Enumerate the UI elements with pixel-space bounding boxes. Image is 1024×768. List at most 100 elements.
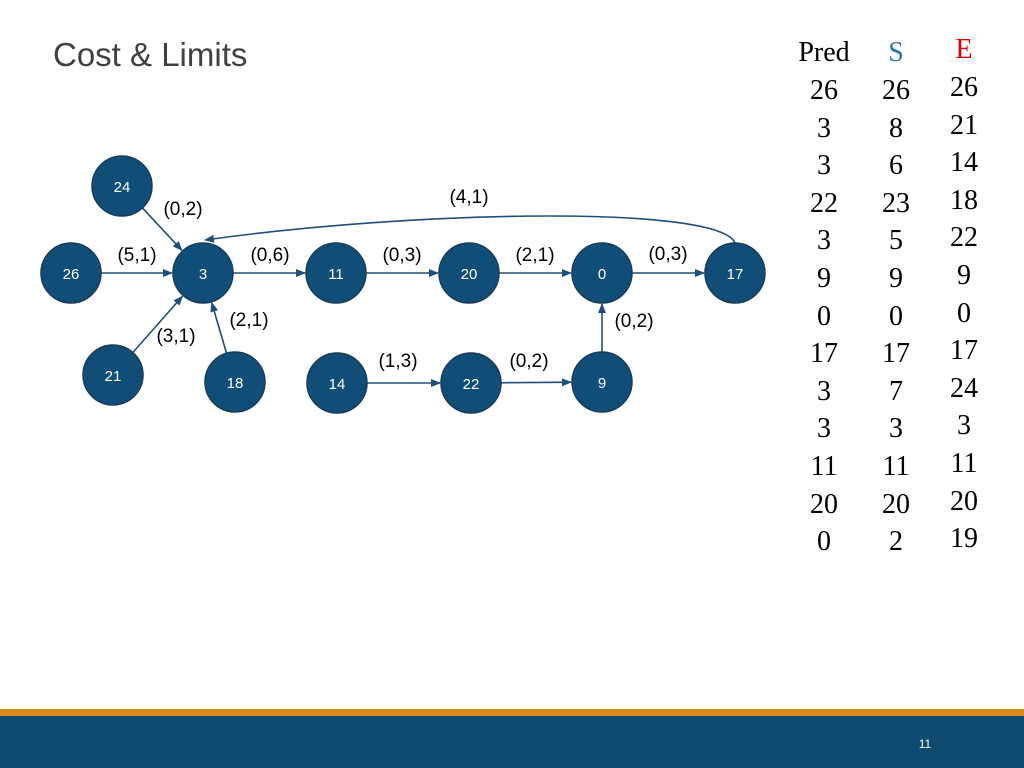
edge-label-11-20: (0,3) bbox=[382, 245, 421, 266]
e-cell: 3 bbox=[957, 410, 971, 442]
e-cell: 20 bbox=[950, 485, 978, 517]
pred-column: Pred 26 3 3 22 3 9 0 17 3 3 11 20 0 bbox=[789, 34, 859, 561]
node-circle bbox=[82, 344, 144, 406]
edge-label-21-3: (3,1) bbox=[156, 326, 195, 347]
s-column: S 26 8 6 23 5 9 0 17 7 3 11 20 2 bbox=[861, 34, 931, 561]
pred-cell: 3 bbox=[817, 225, 831, 257]
pred-cell: 26 bbox=[810, 75, 838, 106]
e-cell: 17 bbox=[950, 335, 978, 367]
node-0: 0 bbox=[571, 242, 633, 304]
s-cell: 5 bbox=[889, 225, 903, 257]
page-number: 11 bbox=[918, 737, 932, 751]
s-cell: 9 bbox=[889, 262, 903, 294]
node-label: 22 bbox=[463, 376, 480, 393]
node-circle bbox=[91, 155, 153, 217]
e-cell: 9 bbox=[957, 259, 971, 291]
e-cell: 14 bbox=[950, 147, 978, 179]
node-circle bbox=[305, 242, 367, 304]
node-circle bbox=[40, 242, 102, 304]
node-label: 20 bbox=[461, 266, 478, 283]
pred-cell: 11 bbox=[810, 450, 838, 482]
footer-bar bbox=[0, 716, 1024, 768]
edge-label-17-3: (4,1) bbox=[449, 187, 488, 208]
node-label: 18 bbox=[227, 375, 244, 392]
s-cell: 7 bbox=[889, 375, 903, 407]
footer-accent-stripe bbox=[0, 709, 1024, 716]
s-cell: 2 bbox=[889, 526, 903, 558]
s-cell: 20 bbox=[882, 488, 910, 520]
e-header: E bbox=[955, 34, 973, 65]
pred-header: Pred bbox=[798, 37, 850, 68]
e-cell: 18 bbox=[950, 184, 978, 216]
pred-cell: 17 bbox=[810, 338, 838, 370]
e-cell: 0 bbox=[957, 297, 971, 329]
node-11: 11 bbox=[305, 242, 367, 304]
pred-cell: 3 bbox=[817, 150, 831, 182]
e-cell: 19 bbox=[950, 523, 978, 555]
node-21: 21 bbox=[82, 344, 144, 406]
s-cell: 11 bbox=[882, 450, 910, 482]
s-header: S bbox=[888, 37, 904, 68]
e-cell: 26 bbox=[950, 72, 978, 103]
pred-cell: 3 bbox=[817, 413, 831, 445]
e-cell: 22 bbox=[950, 222, 978, 254]
edge-22-9 bbox=[500, 378, 573, 387]
node-26: 26 bbox=[40, 242, 102, 304]
edge-label-3-11: (0,6) bbox=[250, 245, 289, 266]
edge-label-18-3: (2,1) bbox=[229, 310, 268, 331]
edge-label-0-17: (0,3) bbox=[648, 244, 687, 265]
edge-18-3 bbox=[210, 301, 228, 354]
pred-cell: 9 bbox=[817, 262, 831, 294]
s-cell: 26 bbox=[882, 75, 910, 106]
e-cell: 11 bbox=[950, 447, 978, 479]
node-label: 17 bbox=[727, 266, 744, 283]
s-cell: 23 bbox=[882, 187, 910, 219]
pred-cell: 3 bbox=[817, 375, 831, 407]
node-circle bbox=[204, 351, 266, 413]
graph-diagram: 24 26 3 11 20 0 17 21 18 14 22 9 (0,2) (5,1) (3,1) (2,… bbox=[40, 155, 766, 414]
e-column: E 26 21 14 18 22 9 0 17 24 3 11 20 19 bbox=[929, 31, 999, 558]
s-cell: 17 bbox=[882, 338, 910, 370]
node-label: 14 bbox=[329, 376, 346, 393]
s-cell: 8 bbox=[889, 112, 903, 144]
node-label: 24 bbox=[114, 179, 131, 196]
node-circle bbox=[440, 352, 502, 414]
edge-17-3 bbox=[204, 215, 736, 244]
node-circle bbox=[438, 242, 500, 304]
s-cell: 0 bbox=[889, 300, 903, 332]
node-22: 22 bbox=[440, 352, 502, 414]
edge-label-26-3: (5,1) bbox=[117, 245, 156, 266]
edge-label-9-0: (0,2) bbox=[614, 311, 653, 332]
pred-cell: 20 bbox=[810, 488, 838, 520]
node-circle bbox=[571, 351, 633, 413]
node-circle bbox=[172, 242, 234, 304]
node-label: 9 bbox=[598, 375, 606, 392]
node-label: 3 bbox=[199, 266, 207, 283]
node-circle bbox=[571, 242, 633, 304]
node-circle bbox=[704, 242, 766, 304]
node-3: 3 bbox=[172, 242, 234, 304]
node-label: 21 bbox=[105, 368, 122, 385]
edge-label-14-22: (1,3) bbox=[378, 351, 417, 372]
pred-cell: 3 bbox=[817, 112, 831, 144]
slide-title: Cost & Limits bbox=[53, 36, 248, 73]
node-label: 11 bbox=[328, 266, 344, 283]
pred-cell: 22 bbox=[810, 187, 838, 219]
s-cell: 3 bbox=[889, 413, 903, 445]
edge-label-24-3: (0,2) bbox=[163, 199, 202, 220]
node-20: 20 bbox=[438, 242, 500, 304]
edge-24-3 bbox=[141, 207, 183, 252]
node-14: 14 bbox=[306, 352, 368, 414]
e-cell: 21 bbox=[950, 109, 978, 141]
node-18: 18 bbox=[204, 351, 266, 413]
s-cell: 6 bbox=[889, 150, 903, 182]
node-9: 9 bbox=[571, 351, 633, 413]
edge-label-20-0: (2,1) bbox=[515, 245, 554, 266]
pred-cell: 0 bbox=[817, 526, 831, 558]
node-label: 26 bbox=[63, 266, 80, 283]
node-24: 24 bbox=[91, 155, 153, 217]
edge-label-22-9: (0,2) bbox=[509, 351, 548, 372]
e-cell: 24 bbox=[950, 372, 978, 404]
pred-cell: 0 bbox=[817, 300, 831, 332]
node-label: 0 bbox=[598, 266, 606, 283]
